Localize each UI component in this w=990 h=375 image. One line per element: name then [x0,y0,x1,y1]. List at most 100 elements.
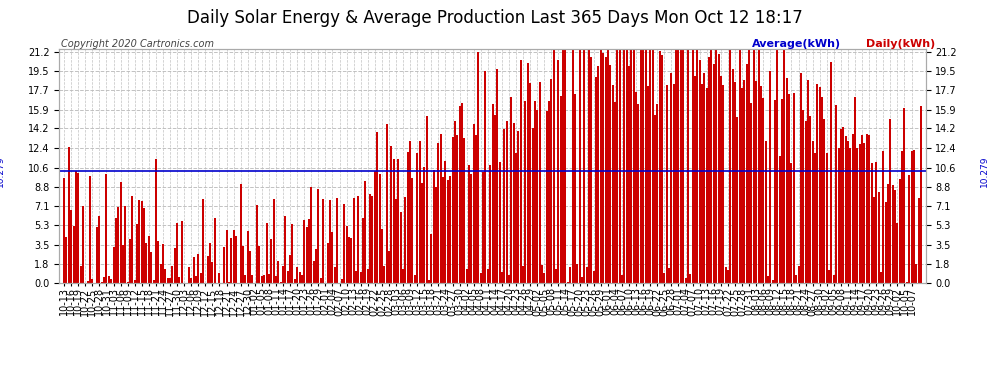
Bar [359,272,361,283]
Bar [720,76,722,283]
Bar [675,49,677,283]
Bar [400,211,402,283]
Bar [287,271,289,283]
Bar [63,178,65,283]
Bar [327,243,329,283]
Bar [656,104,658,283]
Bar [793,93,795,283]
Bar [268,274,270,283]
Bar [795,275,797,283]
Bar [284,216,286,283]
Bar [520,60,522,283]
Bar [706,88,708,283]
Bar [132,196,134,283]
Bar [619,49,621,283]
Bar [242,246,244,283]
Bar [537,110,539,283]
Bar [863,143,865,283]
Bar [337,198,339,283]
Bar [329,200,331,283]
Bar [106,174,108,283]
Bar [294,279,296,283]
Bar [737,117,739,283]
Bar [412,178,414,283]
Bar [362,217,364,283]
Bar [402,269,404,283]
Bar [574,94,576,283]
Bar [718,54,720,283]
Bar [341,279,343,283]
Bar [346,226,347,283]
Bar [388,251,390,283]
Bar [468,165,470,283]
Bar [188,267,190,283]
Bar [110,279,112,283]
Bar [847,141,849,283]
Bar [597,66,600,283]
Bar [571,49,573,283]
Bar [694,76,696,283]
Bar [809,116,812,283]
Bar [506,122,508,283]
Bar [202,200,204,283]
Bar [308,219,310,283]
Bar [727,270,729,283]
Bar [725,267,727,283]
Bar [670,74,672,283]
Bar [904,108,906,283]
Bar [303,220,305,283]
Bar [366,269,368,283]
Bar [532,128,534,283]
Bar [661,55,663,283]
Bar [101,282,103,283]
Bar [829,270,831,283]
Bar [240,184,242,283]
Bar [383,266,385,283]
Bar [911,151,913,283]
Bar [190,278,192,283]
Bar [562,49,564,283]
Bar [320,278,322,283]
Bar [559,96,561,283]
Bar [658,51,660,283]
Bar [842,127,844,283]
Bar [557,60,559,283]
Bar [757,49,759,283]
Bar [350,238,352,283]
Bar [851,134,853,283]
Bar [482,172,484,283]
Bar [183,282,185,283]
Bar [371,196,373,283]
Bar [730,49,732,283]
Bar [470,174,472,283]
Bar [231,238,233,283]
Bar [256,206,258,283]
Bar [79,266,81,283]
Bar [640,49,642,283]
Bar [185,282,187,283]
Bar [461,103,463,283]
Bar [477,52,479,283]
Bar [628,66,630,283]
Bar [277,261,279,283]
Bar [70,210,72,283]
Bar [621,274,623,283]
Bar [122,245,124,283]
Bar [885,202,887,283]
Bar [583,49,585,283]
Bar [819,87,821,283]
Bar [593,272,595,283]
Bar [306,227,308,283]
Bar [325,282,327,283]
Bar [703,73,706,283]
Bar [882,151,884,283]
Bar [518,131,520,283]
Bar [77,173,79,283]
Bar [289,255,291,283]
Bar [833,275,835,283]
Text: Daily(kWh): Daily(kWh) [866,39,936,50]
Bar [713,64,715,283]
Bar [750,104,752,283]
Bar [344,204,346,283]
Bar [446,180,448,283]
